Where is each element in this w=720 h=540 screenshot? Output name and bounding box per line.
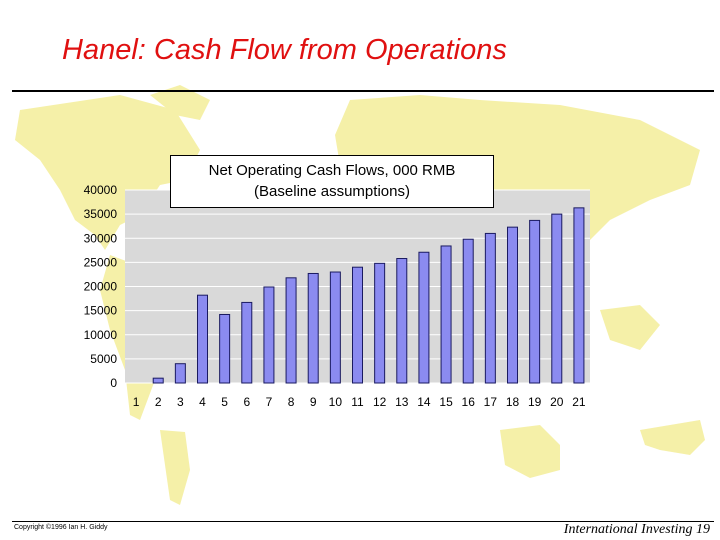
x-tick-label: 5	[221, 395, 228, 409]
y-tick-label: 35000	[84, 207, 118, 221]
bar-8	[285, 277, 297, 384]
bar-6	[241, 301, 253, 384]
bar-13	[396, 258, 408, 384]
x-tick-label: 10	[329, 395, 343, 409]
bar-17	[484, 232, 496, 384]
x-tick-label: 4	[199, 395, 206, 409]
footer-page-label: International Investing 19	[563, 522, 710, 537]
x-tick-label: 17	[484, 395, 498, 409]
y-tick-label: 5000	[90, 352, 117, 366]
y-tick-labels: 0 5000 10000 15000 20000 25000 30000 35000 40000	[84, 183, 118, 390]
x-tick-label: 3	[177, 395, 184, 409]
chart-title-line1: Net Operating Cash Flows, 000 RMB	[208, 162, 456, 179]
bar-12	[374, 262, 386, 384]
footer-divider	[12, 521, 714, 522]
copyright-notice: Copyright ©1996 Ian H. Giddy	[14, 524, 108, 531]
x-tick-label: 14	[417, 395, 431, 409]
x-tick-label: 16	[462, 395, 476, 409]
y-tick-label: 30000	[84, 231, 118, 245]
x-tick-label: 19	[528, 395, 542, 409]
bar-2	[152, 377, 164, 384]
x-tick-label: 21	[572, 395, 586, 409]
bar-7	[263, 286, 275, 384]
x-tick-label: 15	[439, 395, 453, 409]
x-tick-label: 13	[395, 395, 409, 409]
bar-10	[329, 271, 341, 384]
bar-18	[507, 226, 518, 384]
y-tick-label: 0	[110, 376, 117, 390]
y-tick-label: 20000	[84, 280, 118, 294]
x-tick-label: 18	[506, 395, 520, 409]
bar-20	[551, 213, 563, 384]
bar-14	[418, 251, 430, 384]
x-tick-label: 7	[266, 395, 273, 409]
x-tick-labels: 1 2 3 4 5 6 7 8 9 10 11 12 13 14 15 16 17 18 19 20 21	[133, 395, 586, 409]
bar-5	[219, 313, 231, 384]
title-divider	[12, 90, 714, 92]
x-tick-label: 11	[351, 395, 364, 409]
bar-9	[307, 272, 319, 384]
bar-19	[529, 219, 541, 384]
bar-21	[573, 207, 585, 384]
y-tick-label: 25000	[84, 255, 118, 269]
bar-11	[352, 266, 363, 384]
x-tick-label: 12	[373, 395, 387, 409]
x-tick-label: 6	[243, 395, 250, 409]
bar-4	[197, 294, 208, 384]
y-tick-label: 15000	[84, 304, 118, 318]
slide-title: Hanel: Cash Flow from Operations	[62, 34, 507, 66]
x-tick-label: 20	[550, 395, 564, 409]
chart-title-line2: (Baseline assumptions)	[254, 183, 410, 200]
bars	[152, 207, 585, 384]
x-tick-label: 2	[155, 395, 162, 409]
x-tick-label: 1	[133, 395, 140, 409]
x-tick-label: 8	[288, 395, 295, 409]
x-tick-label: 9	[310, 395, 317, 409]
bar-3	[174, 363, 186, 384]
bar-15	[440, 245, 452, 384]
y-tick-label: 10000	[84, 328, 118, 342]
chart-title-box: Net Operating Cash Flows, 000 RMB (Basel…	[170, 155, 494, 208]
y-tick-label: 40000	[84, 183, 118, 197]
bar-16	[462, 238, 474, 384]
